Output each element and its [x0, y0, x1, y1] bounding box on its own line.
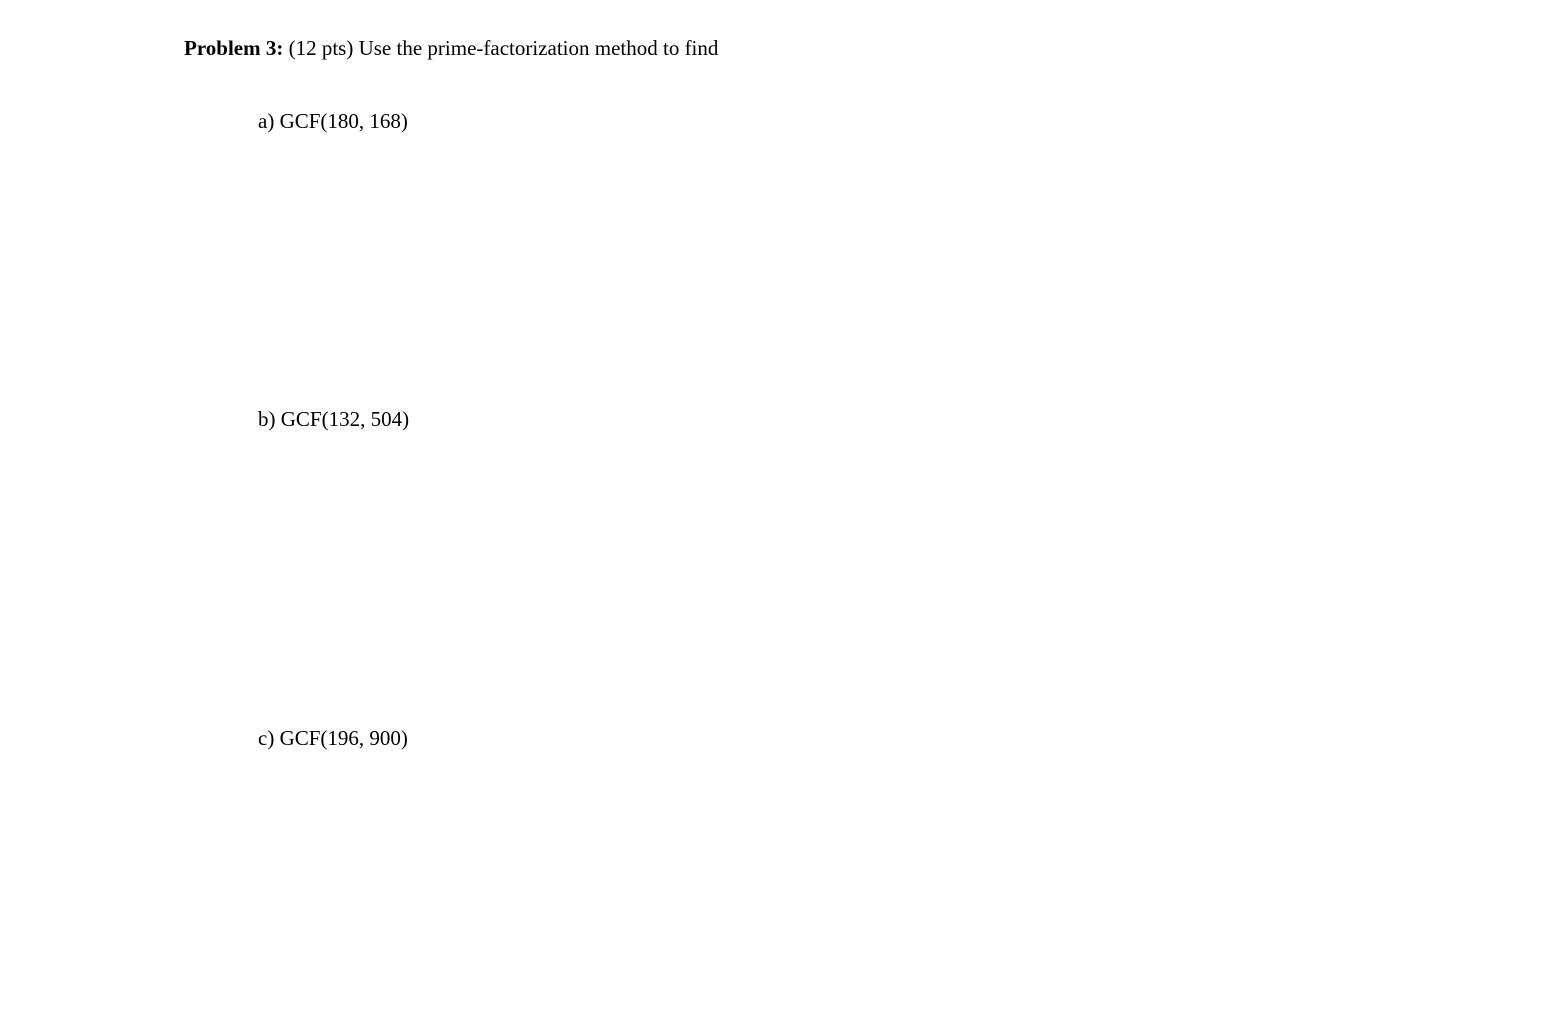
subpart-b: b) GCF(132, 504)	[258, 405, 1568, 434]
subpart-c-text: GCF(196, 900)	[280, 726, 408, 750]
problem-instruction: Use the prime-factorization method to fi…	[359, 36, 719, 60]
subpart-a-text: GCF(180, 168)	[280, 109, 408, 133]
subparts-container: a) GCF(180, 168) b) GCF(132, 504) c) GCF…	[184, 107, 1568, 753]
subpart-c: c) GCF(196, 900)	[258, 724, 1568, 753]
problem-header: Problem 3: (12 pts) Use the prime-factor…	[184, 34, 1568, 63]
subpart-c-label: c)	[258, 726, 274, 750]
problem-points: (12 pts)	[289, 36, 354, 60]
problem-label: Problem 3:	[184, 36, 283, 60]
subpart-b-text: GCF(132, 504)	[281, 407, 409, 431]
subpart-a-label: a)	[258, 109, 274, 133]
subpart-a: a) GCF(180, 168)	[258, 107, 1568, 136]
subpart-b-label: b)	[258, 407, 276, 431]
